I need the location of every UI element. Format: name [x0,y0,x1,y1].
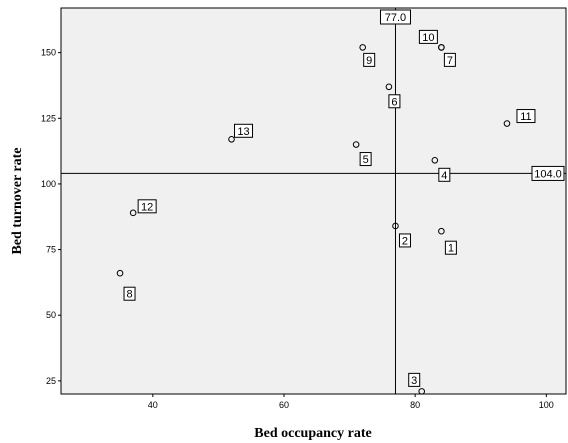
y-tick-label: 100 [41,179,56,189]
point-marker-5 [352,141,360,148]
reference-lines: 77.0 104.0 [61,8,566,394]
point-label-box-11 [516,109,536,124]
x-axis-title: Bed occupancy rate [254,426,371,441]
point-marker-12 [129,209,137,217]
point-label-6: 6 [391,96,397,108]
y-tick-label: 150 [41,48,56,58]
point-label-1: 1 [448,243,454,255]
point-marker-2 [392,222,399,230]
point-label-box-6 [388,94,401,109]
x-tick-label: 40 [148,400,158,410]
y-tick-label: 25 [46,376,56,386]
point-label-box-4 [438,167,451,182]
point-label-3: 3 [411,375,417,387]
point-marker-13 [228,135,235,143]
horizontal-reference-label: 104.0 [534,168,562,180]
point-label-7: 7 [447,55,453,67]
point-label-box-8 [123,286,136,301]
point-label-box-3 [408,372,421,387]
y-tick-label: 75 [46,245,56,255]
horizontal-reference-label-box [531,165,565,181]
point-label-9: 9 [366,55,372,67]
point-label-box-10 [418,29,438,44]
y-axis-title: Bed turnover rate [10,147,25,254]
point-label-8: 8 [126,289,132,301]
point-marker-9 [359,44,366,51]
vertical-reference-label-box [379,9,411,25]
x-axis-ticks: 40 60 80 100 [148,394,554,410]
point-label-box-2 [398,233,411,248]
vertical-reference-label: 77.0 [385,12,406,24]
point-label-4: 4 [441,170,447,182]
x-tick-label: 60 [279,400,289,410]
point-marker-4 [431,156,439,164]
point-label-5: 5 [363,154,369,166]
point-label-10: 10 [422,32,434,44]
point-marker-10 [438,44,445,51]
point-marker-6 [385,83,393,91]
point-label-box-5 [359,152,372,167]
point-marker-8 [116,269,124,277]
y-tick-label: 50 [46,310,56,320]
y-tick-label: 125 [41,113,56,123]
point-label-11: 11 [520,111,531,123]
point-label-box-9 [363,52,376,67]
point-label-box-12 [137,199,157,214]
point-label-box-7 [443,52,456,67]
plot-area [60,7,567,395]
point-label-13: 13 [237,126,249,138]
y-axis-ticks: 25 50 75 100 125 150 [41,48,61,386]
x-tick-label: 100 [539,400,554,410]
point-label-box-1 [444,240,457,255]
point-marker-11 [503,120,511,127]
point-marker-3 [418,388,426,395]
point-label-box-13 [234,123,254,138]
point-label-2: 2 [402,235,408,247]
x-tick-label: 80 [410,400,420,410]
point-label-12: 12 [141,201,153,213]
point-marker-1 [438,227,445,235]
